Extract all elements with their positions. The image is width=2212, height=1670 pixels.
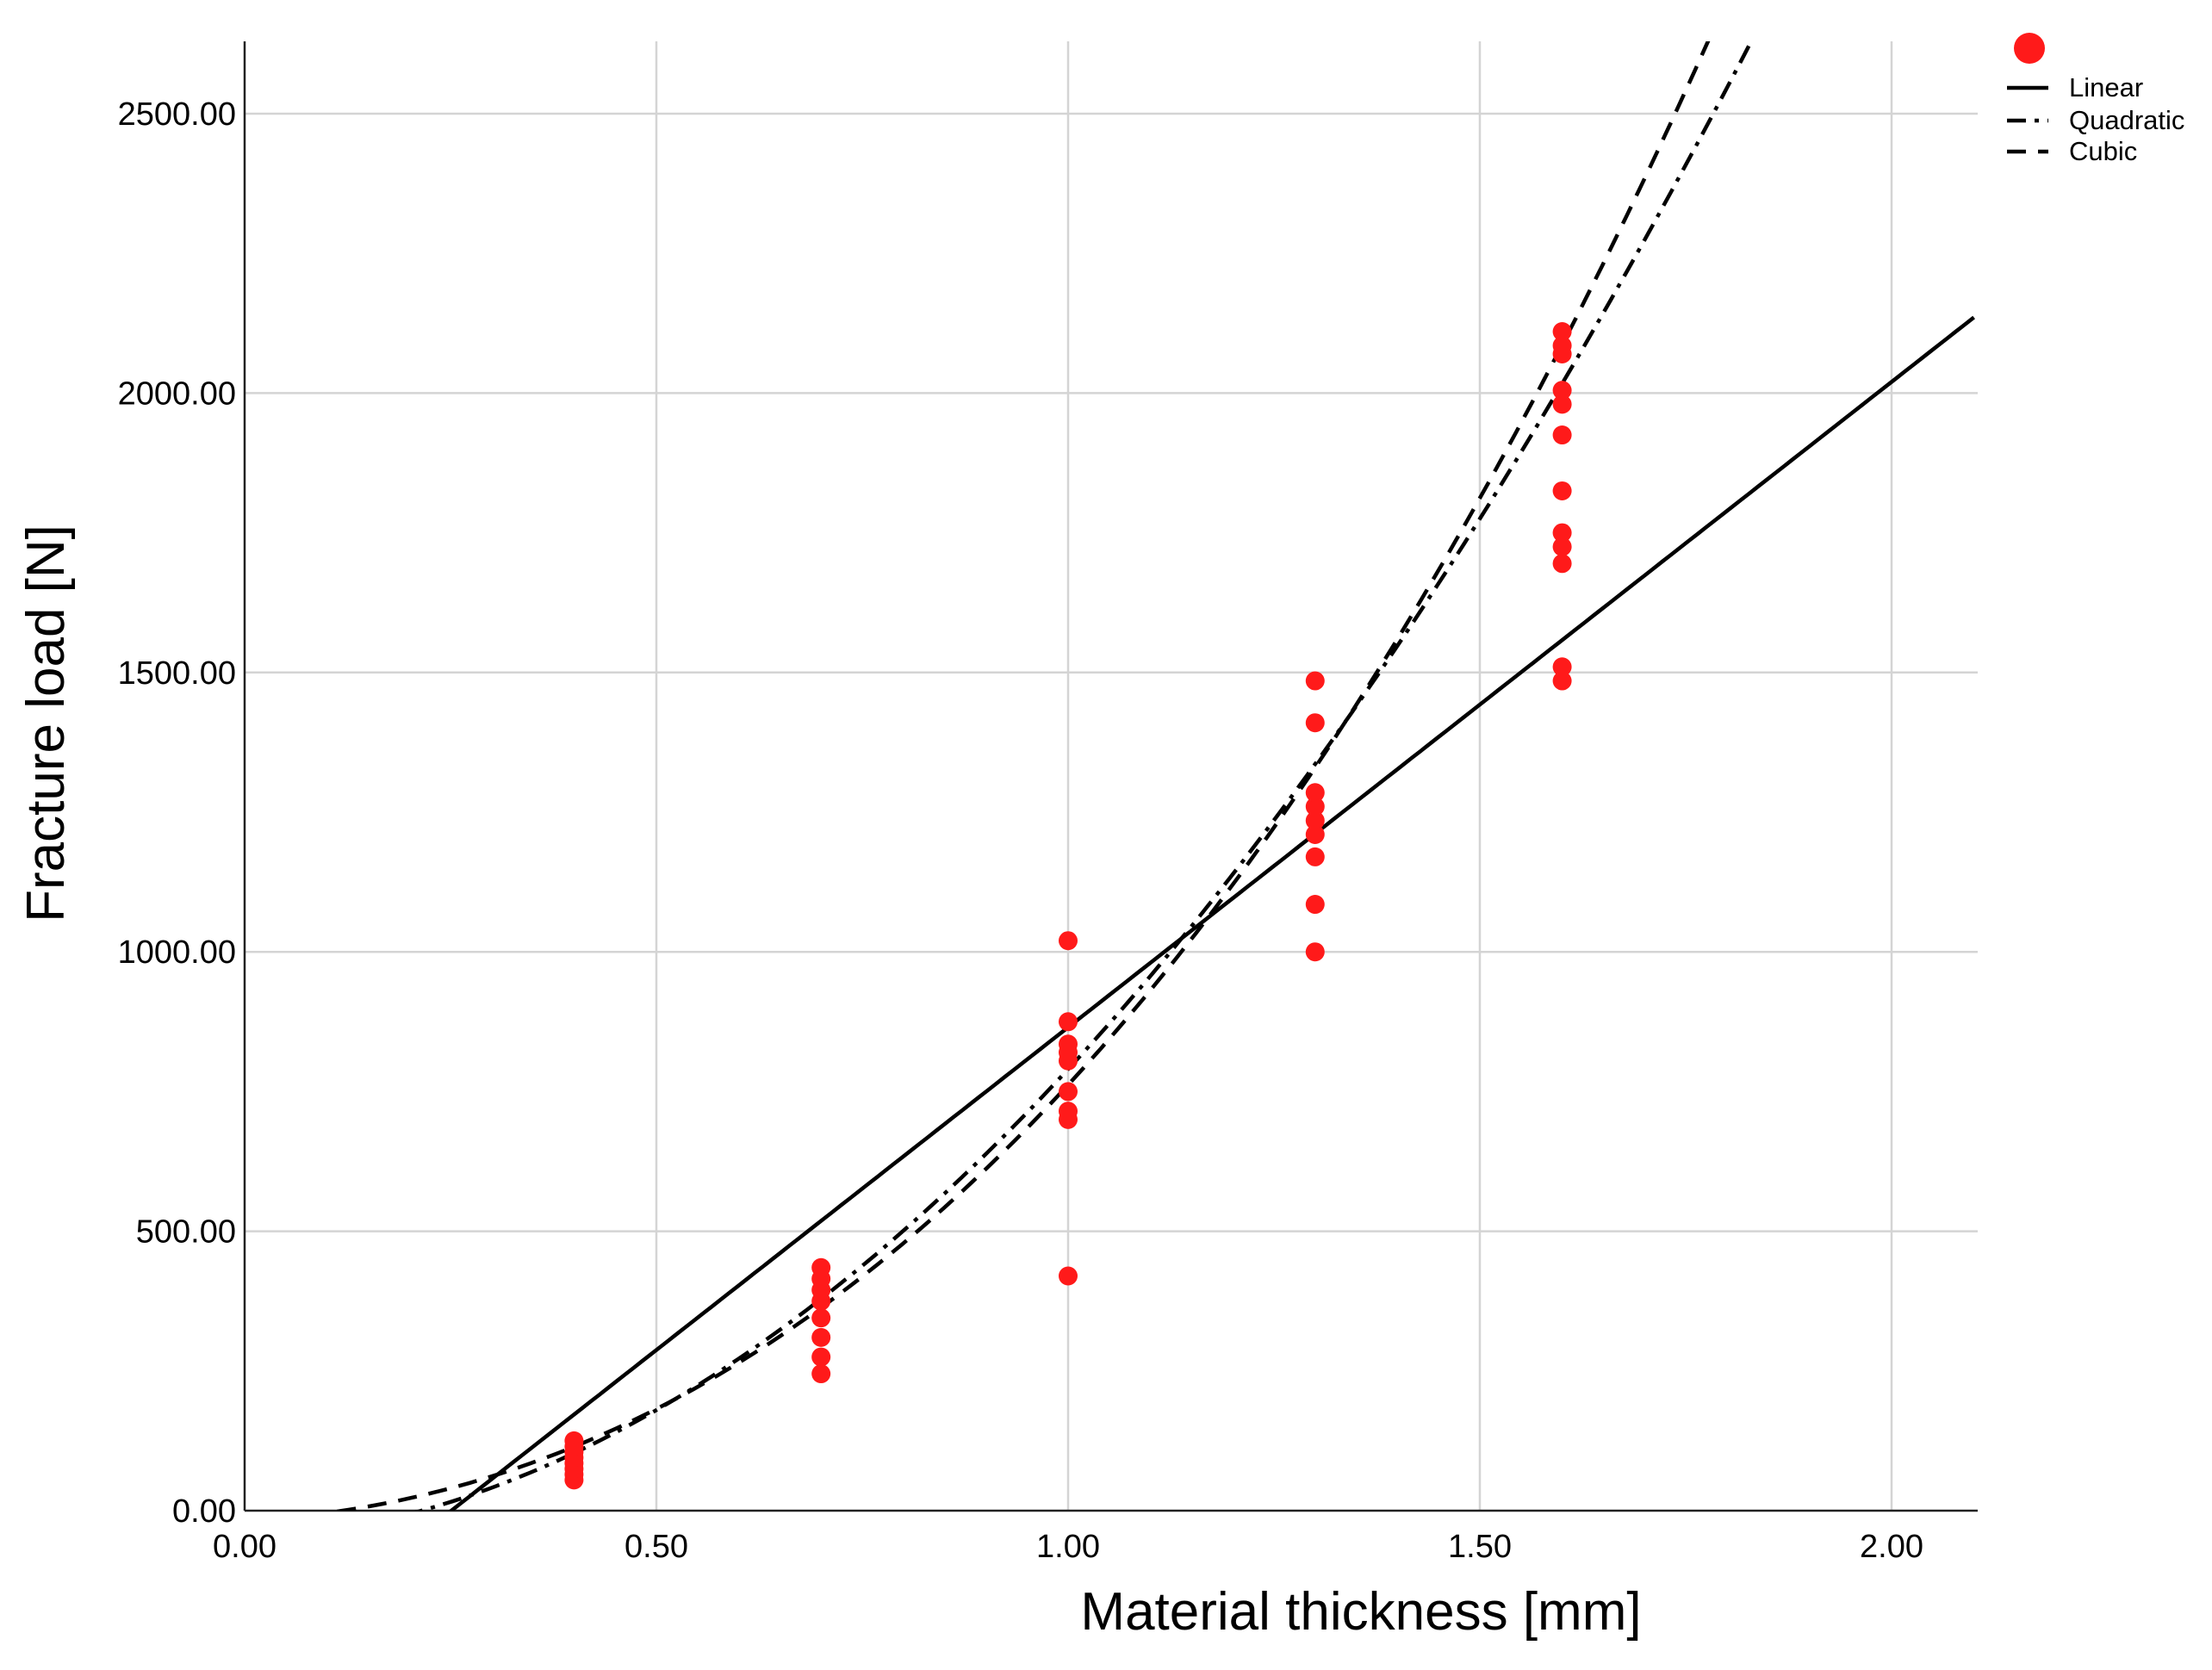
data-point [1305, 713, 1325, 733]
data-point [1305, 847, 1325, 866]
y-tick-label: 1500.00 [118, 655, 236, 692]
data-point [1552, 394, 1572, 414]
x-tick-label: 1.50 [1448, 1529, 1512, 1565]
data-point [1305, 783, 1325, 803]
data-point [1552, 322, 1572, 342]
data-point [1305, 895, 1325, 915]
x-tick-label: 2.00 [1860, 1529, 1923, 1565]
fit-line-linear [448, 315, 1975, 1511]
y-tick-label: 0.00 [172, 1493, 236, 1530]
grid [245, 41, 1978, 1511]
data-point [1059, 931, 1078, 951]
legend-label-quadratic: Quadratic [2069, 105, 2184, 135]
data-point [1305, 942, 1325, 962]
legend-label-linear: Linear [2069, 72, 2143, 102]
fit-line-cubic [329, 41, 1711, 1511]
data-point [811, 1347, 831, 1367]
data-point [564, 1431, 584, 1450]
legend-marker [2014, 33, 2045, 64]
data-point [1059, 1012, 1078, 1032]
data-point [1552, 537, 1572, 556]
fit-lines [329, 41, 1975, 1511]
x-tick-label: 1.00 [1036, 1529, 1100, 1565]
x-tick-labels: 0.00 0.50 1.00 1.50 2.00 [213, 1529, 1923, 1565]
data-point [1552, 554, 1572, 574]
y-tick-label: 2500.00 [118, 96, 236, 133]
data-points [564, 322, 1572, 1490]
data-point [1305, 810, 1325, 830]
data-point [1552, 425, 1572, 445]
data-point [1305, 824, 1325, 844]
data-point [811, 1327, 831, 1347]
x-tick-label: 0.00 [213, 1529, 276, 1565]
data-point [1059, 1266, 1078, 1286]
fit-line-quadratic [413, 41, 1754, 1511]
data-point [1552, 523, 1572, 543]
data-point [811, 1257, 831, 1277]
data-point [811, 1308, 831, 1328]
y-tick-labels: 0.00 500.00 1000.00 1500.00 2000.00 2500.00 [118, 96, 236, 1530]
x-tick-label: 0.50 [624, 1529, 688, 1565]
data-point [1059, 1102, 1078, 1121]
data-point [1552, 336, 1572, 356]
legend: Linear Quadratic Cubic [2007, 33, 2184, 166]
data-point [1305, 797, 1325, 816]
data-point [1552, 381, 1572, 400]
data-point [1059, 1034, 1078, 1054]
data-point [1552, 657, 1572, 677]
legend-label-cubic: Cubic [2069, 136, 2137, 166]
data-point [1552, 481, 1572, 500]
y-tick-label: 1000.00 [118, 934, 236, 971]
x-axis-title: Material thickness [mm] [1080, 1582, 1641, 1642]
y-tick-label: 2000.00 [118, 376, 236, 412]
data-point [1552, 671, 1572, 691]
y-tick-label: 500.00 [136, 1214, 236, 1251]
data-point [811, 1364, 831, 1384]
data-point [1305, 671, 1325, 691]
y-axis-title: Fracture load [N] [16, 525, 76, 922]
data-point [1059, 1082, 1078, 1102]
axes [243, 41, 1978, 1512]
